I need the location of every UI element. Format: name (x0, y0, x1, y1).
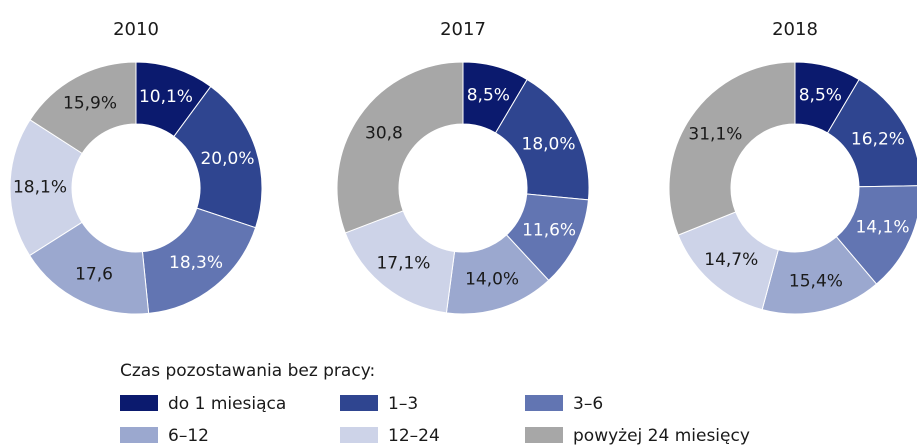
data-label: 15,9% (63, 94, 117, 114)
legend-label: 6–12 (168, 426, 209, 446)
data-label: 16,2% (851, 130, 905, 150)
legend-label: do 1 miesiąca (168, 394, 286, 414)
data-label: 14,1% (855, 218, 909, 238)
data-label: 20,0% (200, 149, 254, 169)
data-label: 31,1% (688, 124, 742, 144)
donut-slice (29, 61, 137, 155)
data-label: 17,1% (376, 253, 430, 273)
legend-swatch (120, 427, 158, 443)
donut-slice (494, 78, 590, 201)
chart-title: 2017 (440, 19, 486, 40)
data-label: 18,3% (169, 253, 223, 273)
legend-swatch (340, 395, 378, 411)
legend-label: 12–24 (388, 426, 440, 446)
legend-swatch (340, 427, 378, 443)
donut-slice (826, 78, 917, 188)
legend-swatch (525, 427, 563, 443)
chart-title: 2010 (113, 19, 159, 40)
legend-swatch (120, 395, 158, 411)
donut-slice (668, 61, 796, 236)
data-label: 14,0% (465, 269, 519, 289)
legend-label: powyżej 24 miesięcy (573, 426, 750, 446)
data-label: 8,5% (799, 85, 842, 105)
data-label: 17,6 (75, 264, 113, 284)
legend-label: 3–6 (573, 394, 603, 414)
data-label: 30,8 (365, 124, 403, 144)
data-label: 14,7% (704, 250, 758, 270)
legend-title: Czas pozostawania bez pracy: (120, 361, 375, 381)
data-label: 15,4% (789, 272, 843, 292)
data-label: 18,1% (13, 178, 67, 198)
data-label: 18,0% (522, 134, 576, 154)
donut-slice (336, 61, 464, 234)
data-label: 10,1% (139, 87, 193, 107)
legend-swatch (525, 395, 563, 411)
data-label: 8,5% (467, 85, 510, 105)
data-label: 11,6% (522, 221, 576, 241)
donut-slice (9, 119, 83, 257)
legend-label: 1–3 (388, 394, 418, 414)
chart-title: 2018 (772, 19, 818, 40)
